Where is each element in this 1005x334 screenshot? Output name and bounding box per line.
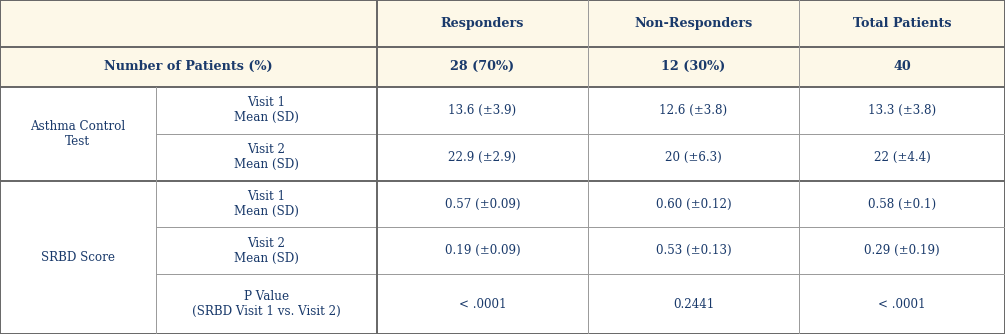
Text: 0.53 (±0.13): 0.53 (±0.13) [655,244,732,258]
Text: Visit 2
Mean (SD): Visit 2 Mean (SD) [234,143,298,171]
Text: Visit 1
Mean (SD): Visit 1 Mean (SD) [234,96,298,124]
Bar [0,181,156,334]
Bar [156,227,1005,275]
Text: 0.60 (±0.12): 0.60 (±0.12) [655,197,732,210]
Text: < .0001: < .0001 [458,298,507,311]
Bar [0,47,1005,87]
Text: Responders: Responders [441,17,524,30]
Text: 0.19 (±0.09): 0.19 (±0.09) [444,244,521,258]
Bar [156,181,1005,227]
Text: 12 (30%): 12 (30%) [661,60,726,73]
Text: 0.2441: 0.2441 [672,298,715,311]
Text: 13.6 (±3.9): 13.6 (±3.9) [448,104,517,117]
Bar [156,87,1005,134]
Text: 40: 40 [893,60,911,73]
Text: Number of Patients (%): Number of Patients (%) [105,60,272,73]
Text: SRBD Score: SRBD Score [41,251,115,264]
Text: 22 (±4.4): 22 (±4.4) [873,151,931,164]
Text: 22.9 (±2.9): 22.9 (±2.9) [448,151,517,164]
Text: 0.29 (±0.19): 0.29 (±0.19) [864,244,940,258]
Text: 28 (70%): 28 (70%) [450,60,515,73]
Text: 20 (±6.3): 20 (±6.3) [665,151,722,164]
Text: Visit 2
Mean (SD): Visit 2 Mean (SD) [234,237,298,265]
Bar [0,0,1005,47]
Text: 13.3 (±3.8): 13.3 (±3.8) [868,104,936,117]
Text: Asthma Control
Test: Asthma Control Test [30,120,126,148]
Text: Non-Responders: Non-Responders [634,17,753,30]
Bar [0,87,156,181]
Text: Visit 1
Mean (SD): Visit 1 Mean (SD) [234,190,298,218]
Bar [156,134,1005,181]
Text: 0.58 (±0.1): 0.58 (±0.1) [868,197,936,210]
Text: Total Patients: Total Patients [852,17,952,30]
Text: 0.57 (±0.09): 0.57 (±0.09) [444,197,521,210]
Text: < .0001: < .0001 [878,298,926,311]
Text: P Value
(SRBD Visit 1 vs. Visit 2): P Value (SRBD Visit 1 vs. Visit 2) [192,290,341,318]
Text: 12.6 (±3.8): 12.6 (±3.8) [659,104,728,117]
Bar [156,275,1005,334]
